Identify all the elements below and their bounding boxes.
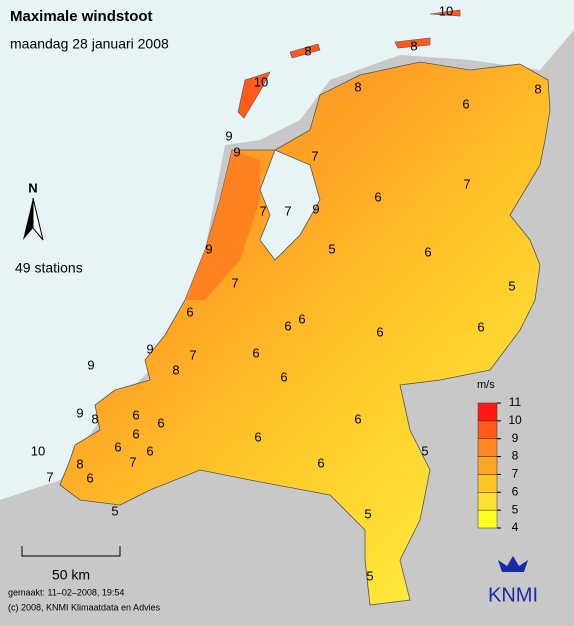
station-value: 7 [129,454,136,469]
station-value: 8 [534,81,541,96]
station-value: 6 [254,429,261,444]
station-value: 5 [508,278,515,293]
legend-label: 8 [512,449,519,463]
footer-line: (c) 2008, KNMI Klimaatdata en Advies [8,602,161,612]
station-value: 7 [311,148,318,163]
title: Maximale windstoot [10,8,153,25]
station-value: 9 [146,341,153,356]
north-label: N [28,180,37,195]
scale-bar [21,546,121,557]
station-value: 6 [284,318,291,333]
legend-bin [477,492,498,511]
station-value: 6 [354,411,361,426]
footer-line: gemaakt: 11–02–2008, 19:54 [8,587,124,597]
station-value: 10 [439,3,453,18]
station-value: 6 [376,324,383,339]
station-value: 5 [364,506,371,521]
legend-label: 7 [512,467,519,481]
wadden-islands [237,9,461,119]
station-value: 10 [31,443,45,458]
subtitle: maandag 28 januari 2008 [10,36,169,52]
legend-label: 5 [512,502,519,516]
netherlands [59,61,551,606]
station-value: 5 [366,568,373,583]
station-value: 9 [87,357,94,372]
scale-label: 50 km [52,567,90,583]
north-arrow [32,197,44,241]
ijsselmeer [259,149,321,261]
station-value: 6 [298,311,305,326]
legend-bin [477,438,498,457]
station-value: 7 [284,203,291,218]
north-arrow [23,198,33,240]
station-value: 6 [424,244,431,259]
station-value: 6 [186,304,193,319]
legend-bin [477,420,498,439]
station-value: 7 [231,275,238,290]
station-value: 8 [354,79,361,94]
station-value: 7 [259,203,266,218]
station-value: 6 [132,426,139,441]
station-value: 5 [111,503,118,518]
station-value: 6 [86,470,93,485]
station-value: 8 [410,38,417,53]
station-value: 6 [280,369,287,384]
station-value: 6 [317,455,324,470]
station-value: 9 [233,144,240,159]
legend-bin [477,456,498,475]
station-value: 7 [463,176,470,191]
coastal-zone [185,150,260,300]
logo-crown [498,556,528,572]
legend: 4 5 6 7 8 9 10 11 [477,395,522,534]
legend-bin [477,474,498,493]
legend-label: 11 [509,395,522,409]
legend-unit: m/s [477,379,495,391]
legend-label: 6 [512,484,519,498]
station-value: 7 [46,469,53,484]
station-value: 6 [252,345,259,360]
station-value: 6 [477,319,484,334]
legend-bin [477,509,498,529]
station-value: 6 [146,443,153,458]
station-value: 9 [76,405,83,420]
legend-label: 4 [512,520,519,534]
station-value: 5 [421,443,428,458]
logo: KNMI [488,584,538,606]
station-value: 9 [205,241,212,256]
station-value: 8 [304,43,311,58]
station-value: 8 [91,411,98,426]
station-value: 6 [374,189,381,204]
station-value: 9 [225,128,232,143]
sea [0,0,574,500]
station-value: 6 [132,407,139,422]
station-value: 6 [462,96,469,111]
legend-label: 10 [508,413,522,427]
station-value: 8 [172,362,179,377]
station-value: 9 [312,201,319,216]
station-value: 6 [157,415,164,430]
legend-bin [477,402,498,422]
station-value: 5 [328,241,335,256]
station-value: 6 [114,439,121,454]
station-value: 7 [189,347,196,362]
station-value: 8 [76,456,83,471]
station-value: 10 [254,74,268,89]
station-count: 49 stations [15,260,83,276]
legend-label: 9 [512,431,519,445]
